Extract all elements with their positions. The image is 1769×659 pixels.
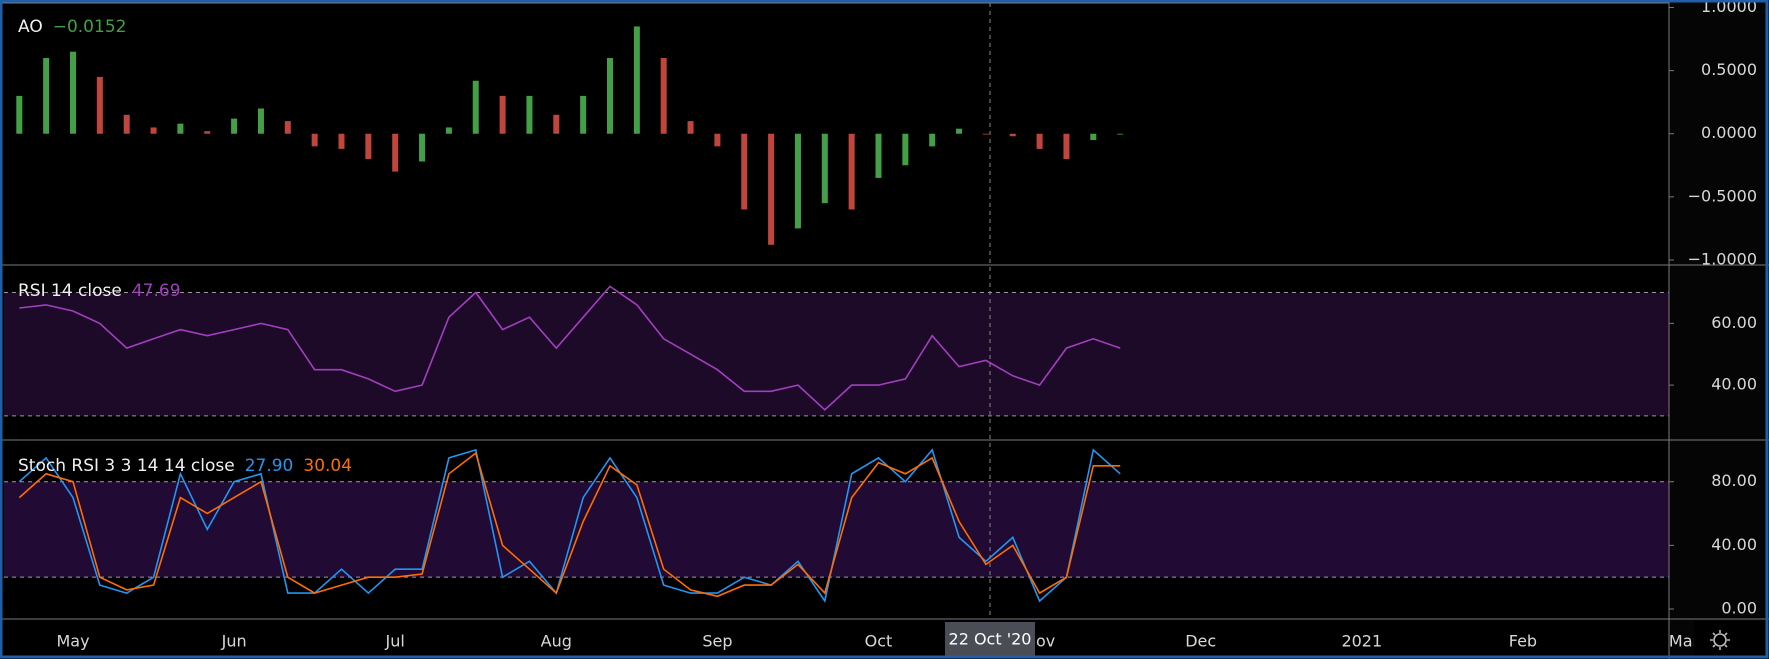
x-tick-label: 2021 — [1341, 632, 1382, 651]
ao-bar — [794, 133, 801, 229]
ao-bar — [687, 121, 694, 134]
ao-bar — [150, 127, 157, 134]
indicator-readout: 30.04 — [303, 456, 352, 476]
ao-bar — [633, 26, 640, 134]
ao-bar — [526, 95, 533, 134]
ao-bar — [929, 133, 936, 147]
ao-bar — [392, 133, 399, 172]
ao-bar — [982, 133, 989, 135]
indicator-title: Stoch RSI 3 3 14 14 close — [18, 456, 235, 476]
ao-bar — [1117, 133, 1124, 135]
ao-bar — [311, 133, 318, 147]
y-tick-label: 0.0000 — [1701, 123, 1757, 142]
x-tick-label: Feb — [1509, 632, 1537, 651]
ao-bar — [821, 133, 828, 204]
series-line — [19, 285, 1121, 411]
ao-bar — [741, 133, 748, 210]
x-tick-label: Jul — [385, 632, 405, 651]
band-fill — [4, 292, 1669, 416]
ao-bar — [902, 133, 909, 166]
settings-gear[interactable] — [1710, 630, 1730, 650]
ao-bar — [365, 133, 372, 159]
ao-bar — [660, 58, 667, 134]
pane — [16, 26, 1124, 245]
y-tick-label: 80.00 — [1711, 471, 1757, 490]
x-tick-label: Jun — [221, 632, 247, 651]
x-tick-label: Aug — [541, 632, 572, 651]
y-tick-label: 0.00 — [1721, 598, 1757, 617]
ao-bar — [204, 131, 211, 134]
band-fill — [4, 481, 1669, 578]
ao-bar — [714, 133, 721, 147]
plots — [4, 3, 1669, 619]
ao-bar — [607, 58, 613, 134]
ao-bar — [848, 133, 855, 210]
x-tick-label: May — [56, 632, 89, 651]
ao-bar — [1036, 133, 1043, 149]
indicator-readout: 27.90 — [245, 456, 294, 476]
ao-bar — [499, 95, 506, 134]
ao-bar — [231, 118, 238, 134]
x-tick-label: Sep — [702, 632, 732, 651]
crosshair-label-bg — [945, 622, 1035, 656]
x-tick-label: Dec — [1185, 632, 1216, 651]
indicator-readout: 47.69 — [132, 281, 181, 301]
indicator-title: AO — [18, 17, 43, 37]
series-line — [18, 451, 1121, 598]
ao-bar — [419, 133, 426, 162]
ao-bar — [445, 127, 452, 134]
y-tick-label: 1.0000 — [1701, 0, 1757, 16]
series-line — [18, 448, 1121, 604]
y-tick-label: 40.00 — [1711, 375, 1757, 394]
ao-bar — [580, 95, 587, 134]
pane — [4, 285, 1669, 417]
ao-bar — [338, 133, 345, 149]
y-tick-label: −1.0000 — [1688, 249, 1757, 268]
indicator-title: RSI 14 close — [18, 281, 122, 301]
ao-bar — [768, 133, 775, 245]
ao-bar — [70, 51, 76, 134]
ao-bar — [472, 80, 479, 134]
ao-bar — [284, 121, 291, 134]
ao-bar — [96, 76, 103, 134]
x-tick-label: Mar — [1669, 632, 1700, 651]
y-tick-label: 60.00 — [1711, 313, 1757, 332]
ao-bar — [956, 128, 963, 134]
ao-bar — [257, 108, 264, 134]
ao-bar — [553, 114, 560, 134]
ao-bar — [1063, 133, 1070, 159]
axes: 1.0000 0.5000 0.0000 −0.5000 −1.0000 AO −0.015… — [18, 0, 1757, 656]
ao-bar — [43, 58, 50, 134]
y-tick-label: 40.00 — [1711, 535, 1757, 554]
ao-bar — [177, 123, 184, 134]
ao-bar — [123, 114, 130, 134]
price-axis-bg — [1669, 0, 1769, 659]
y-tick-label: −0.5000 — [1688, 186, 1757, 205]
crosshair-label: 22 Oct '20 — [949, 630, 1032, 649]
ao-bar — [1090, 133, 1097, 141]
x-tick-label: Oct — [865, 632, 893, 651]
ao-bar — [875, 133, 882, 178]
pane — [4, 448, 1669, 604]
y-tick-label: 0.5000 — [1701, 60, 1757, 79]
indicator-readout: −0.0152 — [53, 17, 127, 37]
ao-bar — [1009, 133, 1016, 137]
ao-bar — [16, 95, 23, 134]
